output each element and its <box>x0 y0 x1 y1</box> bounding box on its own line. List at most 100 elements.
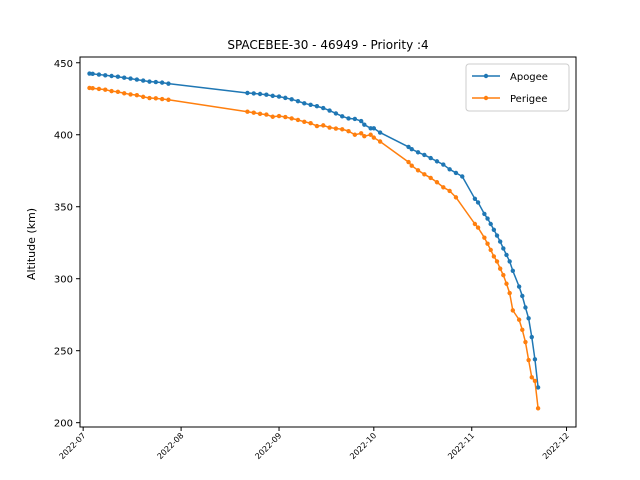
plot-area <box>87 71 541 411</box>
apogee-data-point <box>409 146 414 152</box>
perigee-data-point <box>327 125 332 130</box>
apogee-data-point <box>441 162 446 167</box>
apogee-data-point <box>447 167 452 172</box>
perigee-data-point <box>321 123 326 128</box>
perigee-data-point <box>504 281 509 286</box>
apogee-data-point <box>362 122 367 127</box>
perigee-data-point <box>251 110 256 115</box>
perigee-data-point <box>302 119 307 124</box>
apogee-data-point <box>147 79 152 84</box>
perigee-data-point <box>371 135 377 140</box>
legend: Apogee Perigee <box>465 63 570 112</box>
y-tick-label: 350 <box>54 203 73 214</box>
perigee-data-point <box>507 290 512 296</box>
apogee-data-point <box>87 71 92 76</box>
perigee-data-point <box>377 139 383 144</box>
apogee-data-point <box>115 74 121 79</box>
apogee-data-point <box>475 200 481 205</box>
apogee-data-point <box>134 77 140 82</box>
apogee-data-point <box>488 221 493 227</box>
perigee-data-point <box>358 131 364 136</box>
perigee-data-point <box>122 91 127 96</box>
legend-apogee-label: Apogee <box>510 72 548 83</box>
apogee-data-point <box>308 102 313 107</box>
perigee-data-point <box>516 317 522 322</box>
apogee-data-point <box>377 130 383 135</box>
perigee-data-point <box>485 241 490 246</box>
apogee-data-point <box>422 152 427 158</box>
y-tick-label: 400 <box>54 131 73 142</box>
apogee-data-point <box>371 126 377 131</box>
apogee-data-point <box>264 92 269 97</box>
perigee-data-point <box>352 132 358 137</box>
perigee-data-point <box>308 121 313 126</box>
legend-perigee-marker <box>483 95 489 101</box>
apogee-data-point <box>327 108 332 113</box>
perigee-data-point <box>289 116 294 121</box>
perigee-data-point <box>96 86 102 92</box>
perigee-data-point <box>475 225 481 230</box>
perigee-data-point <box>346 128 351 134</box>
apogee-data-point <box>491 227 497 232</box>
perigee-data-point <box>447 188 452 194</box>
apogee-data-point <box>302 101 307 106</box>
perigee-data-point <box>415 168 421 173</box>
perigee-data-point <box>270 114 275 119</box>
perigee-data-point <box>368 132 373 137</box>
perigee-data-point <box>257 111 263 117</box>
apogee-data-point <box>507 259 512 264</box>
perigee-data-point <box>140 94 146 100</box>
perigee-data-point <box>488 247 493 253</box>
apogee-data-point <box>166 81 171 86</box>
y-axis-label: Altitude (km) <box>25 208 38 280</box>
apogee-data-point <box>472 196 478 202</box>
perigee-data-point <box>501 272 506 278</box>
apogee-data-point <box>90 71 95 77</box>
apogee-data-point <box>504 252 509 258</box>
apogee-data-point <box>159 80 165 85</box>
perigee-data-point <box>529 375 534 380</box>
perigee-data-point <box>283 114 288 120</box>
apogee-data-point <box>122 75 127 80</box>
perigee-data-point <box>526 357 531 363</box>
perigee-data-point <box>295 117 301 123</box>
y-tick-label: 200 <box>54 419 73 430</box>
perigee-data-point <box>482 235 487 240</box>
perigee-data-point <box>472 221 478 227</box>
perigee-data-point <box>532 378 538 384</box>
perigee-data-point <box>276 113 282 119</box>
apogee-data-point <box>485 216 490 221</box>
apogee-data-point <box>257 91 263 97</box>
apogee-data-point <box>103 73 108 78</box>
apogee-data-point <box>434 159 440 164</box>
perigee-data-point <box>434 180 440 185</box>
plot-frame <box>79 56 577 428</box>
apogee-data-point <box>346 116 351 121</box>
apogee-data-point <box>532 357 538 362</box>
perigee-data-point <box>491 254 497 259</box>
apogee-data-point <box>270 93 275 99</box>
perigee-data-point <box>109 88 114 94</box>
perigee-data-point <box>520 327 525 333</box>
perigee-data-point <box>362 133 367 139</box>
perigee-data-point <box>422 172 427 177</box>
apogee-data-point <box>109 73 114 79</box>
apogee-data-point <box>128 76 133 81</box>
perigee-data-point <box>497 266 503 271</box>
perigee-data-point <box>314 123 320 129</box>
apogee-data-point <box>535 385 541 390</box>
y-tick-label: 250 <box>54 347 73 358</box>
apogee-data-point <box>340 114 345 119</box>
legend-perigee-label: Perigee <box>510 94 547 105</box>
perigee-data-point <box>409 163 414 168</box>
apogee-data-point <box>510 268 516 273</box>
apogee-data-point <box>516 284 522 289</box>
perigee-data-point <box>340 127 345 132</box>
perigee-data-point <box>510 308 516 313</box>
apogee-data-point <box>295 98 301 104</box>
perigee-data-point <box>406 159 411 165</box>
apogee-data-point <box>406 144 411 150</box>
chart-title: SPACEBEE-30 - 46949 - Priority :4 <box>227 38 428 52</box>
apogee-data-point <box>96 72 102 77</box>
